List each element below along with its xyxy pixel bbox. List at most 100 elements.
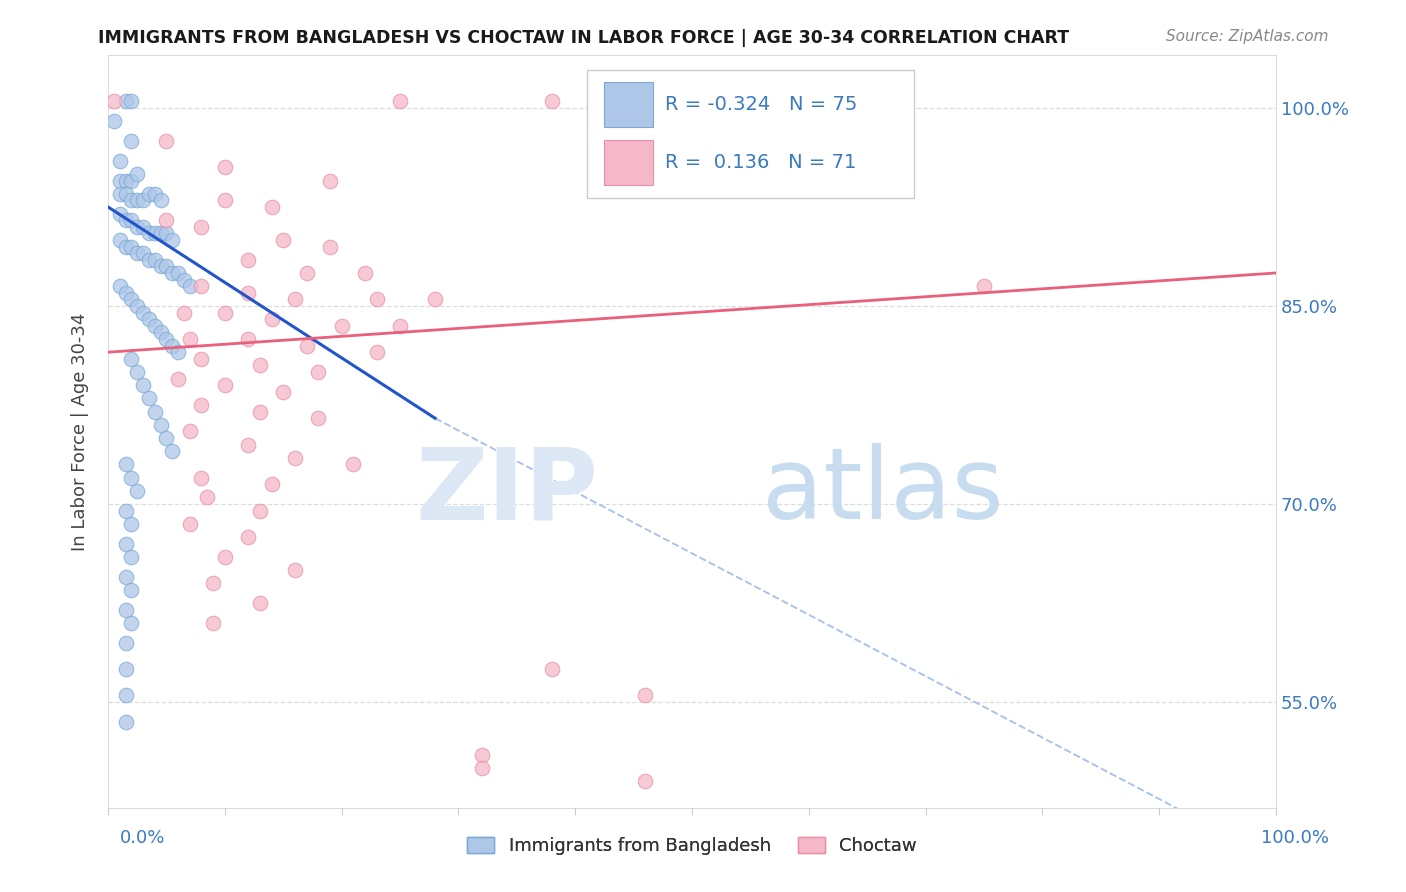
Point [202, 615, 225, 630]
Point [149, 227, 172, 241]
Point [173, 305, 195, 319]
Point [249, 359, 271, 373]
Point [114, 536, 136, 550]
Text: Source: ZipAtlas.com: Source: ZipAtlas.com [1166, 29, 1329, 44]
Point [138, 392, 160, 406]
Point [114, 602, 136, 616]
Text: IMMIGRANTS FROM BANGLADESH VS CHOCTAW IN LABOR FORCE | AGE 30-34 CORRELATION CHA: IMMIGRANTS FROM BANGLADESH VS CHOCTAW IN… [98, 29, 1070, 46]
Text: atlas: atlas [762, 443, 1004, 540]
Point [249, 404, 271, 418]
Point [149, 260, 172, 274]
Point [190, 219, 212, 234]
Point [108, 186, 131, 201]
Point [143, 318, 166, 333]
Point [108, 206, 131, 220]
Point [114, 714, 136, 729]
Point [143, 186, 166, 201]
Point [120, 293, 142, 307]
Point [260, 477, 283, 491]
Point [149, 326, 172, 340]
Point [330, 318, 353, 333]
Point [271, 233, 294, 247]
Point [120, 351, 142, 366]
Point [132, 219, 155, 234]
Point [160, 338, 183, 352]
Point [120, 134, 142, 148]
Point [179, 332, 201, 346]
Point [540, 662, 562, 676]
Point [127, 365, 149, 379]
Point [120, 173, 142, 187]
Point [190, 279, 212, 293]
Point [132, 305, 155, 319]
Point [103, 114, 125, 128]
Point [471, 761, 494, 775]
Point [307, 411, 329, 425]
Point [138, 312, 160, 326]
Point [114, 239, 136, 253]
Point [120, 549, 142, 564]
Point [167, 371, 190, 385]
Point [108, 233, 131, 247]
Point [143, 227, 166, 241]
Point [160, 444, 183, 458]
Point [114, 662, 136, 676]
Point [284, 450, 307, 465]
Point [127, 299, 149, 313]
Text: ZIP: ZIP [416, 443, 599, 540]
Point [114, 213, 136, 227]
Point [190, 351, 212, 366]
Point [114, 285, 136, 300]
Point [249, 503, 271, 517]
Point [236, 252, 259, 267]
Point [319, 239, 342, 253]
Point [138, 186, 160, 201]
Point [249, 596, 271, 610]
Point [114, 503, 136, 517]
Point [120, 213, 142, 227]
Point [236, 332, 259, 346]
Point [354, 266, 377, 280]
Point [114, 569, 136, 583]
Point [634, 689, 657, 703]
Point [103, 95, 125, 109]
Point [260, 200, 283, 214]
Point [471, 747, 494, 762]
Point [388, 95, 411, 109]
Point [132, 194, 155, 208]
Point [120, 615, 142, 630]
Point [120, 239, 142, 253]
Text: 100.0%: 100.0% [1261, 829, 1329, 847]
Point [160, 266, 183, 280]
Point [138, 227, 160, 241]
FancyBboxPatch shape [586, 70, 914, 198]
Point [284, 563, 307, 577]
Text: 0.0%: 0.0% [120, 829, 165, 847]
Point [138, 252, 160, 267]
Point [295, 266, 318, 280]
Point [319, 173, 342, 187]
Point [120, 582, 142, 597]
Point [127, 167, 149, 181]
Point [127, 219, 149, 234]
Point [388, 318, 411, 333]
FancyBboxPatch shape [605, 82, 654, 127]
Point [114, 689, 136, 703]
FancyBboxPatch shape [605, 140, 654, 185]
Point [214, 161, 236, 175]
Point [973, 279, 995, 293]
Point [214, 378, 236, 392]
Point [179, 425, 201, 439]
Point [236, 530, 259, 544]
Point [342, 458, 364, 472]
Point [366, 345, 388, 359]
Point [540, 95, 562, 109]
Point [214, 194, 236, 208]
Point [236, 285, 259, 300]
Point [366, 293, 388, 307]
Point [271, 384, 294, 399]
Point [127, 246, 149, 260]
Point [132, 246, 155, 260]
Point [173, 272, 195, 286]
Point [108, 279, 131, 293]
